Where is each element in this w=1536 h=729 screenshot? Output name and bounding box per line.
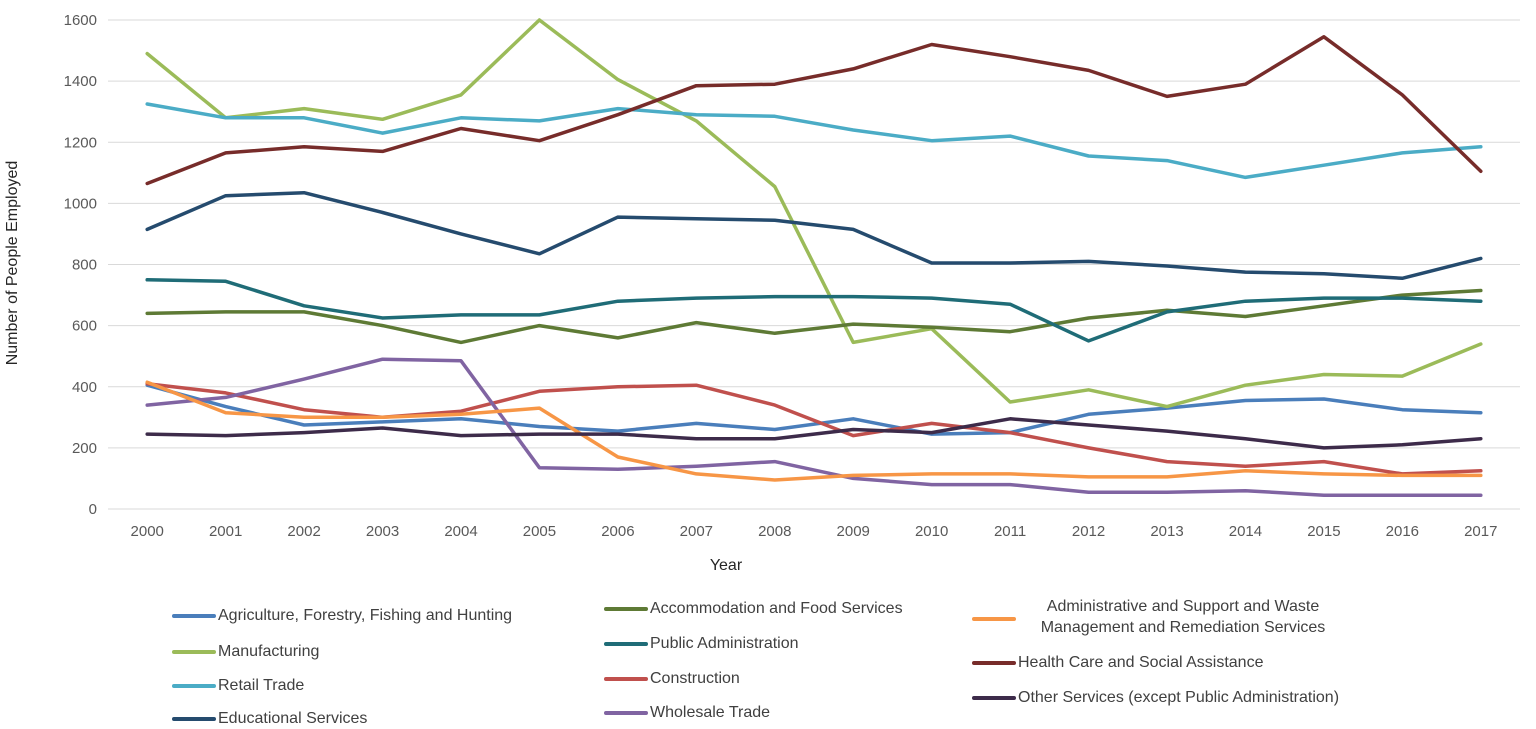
series-line-public-administration bbox=[145, 278, 1483, 343]
x-tick-label: 2015 bbox=[1307, 523, 1340, 540]
y-tick-label: 1400 bbox=[64, 73, 97, 90]
series-line-other-services-except-public-administration bbox=[145, 417, 1483, 450]
x-tick-label: 2006 bbox=[601, 523, 634, 540]
x-tick-label: 2010 bbox=[915, 523, 948, 540]
x-tick-label: 2007 bbox=[680, 523, 713, 540]
series-line-wholesale-trade bbox=[145, 357, 1483, 497]
x-tick-label: 2016 bbox=[1386, 523, 1419, 540]
x-tick-label: 2012 bbox=[1072, 523, 1105, 540]
x-tick-label: 2002 bbox=[287, 523, 320, 540]
series-line-health-care-and-social-assistance bbox=[145, 35, 1483, 186]
series-line-administrative-and-support-and-waste-management-and-remediation-services bbox=[145, 380, 1483, 482]
x-axis-title: Year bbox=[710, 557, 743, 574]
y-tick-label: 600 bbox=[72, 318, 97, 335]
series-line-manufacturing bbox=[145, 18, 1483, 409]
y-tick-label: 800 bbox=[72, 257, 97, 274]
y-tick-label: 1000 bbox=[64, 195, 97, 212]
x-tick-label: 2009 bbox=[837, 523, 870, 540]
x-tick-label: 2003 bbox=[366, 523, 399, 540]
x-tick-label: 2014 bbox=[1229, 523, 1262, 540]
x-tick-label: 2013 bbox=[1150, 523, 1183, 540]
y-tick-label: 400 bbox=[72, 379, 97, 396]
series-lines bbox=[145, 18, 1483, 497]
series-line-agriculture-forestry-fishing-and-hunting bbox=[145, 383, 1483, 436]
y-tick-label: 200 bbox=[72, 440, 97, 457]
y-tick-label: 1600 bbox=[64, 12, 97, 29]
series-line-educational-services bbox=[145, 190, 1483, 281]
x-tick-label: 2011 bbox=[994, 523, 1026, 540]
series-line-retail-trade bbox=[145, 102, 1483, 180]
x-tick-label: 2017 bbox=[1464, 523, 1497, 540]
x-tick-label: 2008 bbox=[758, 523, 791, 540]
x-tick-label: 2005 bbox=[523, 523, 556, 540]
x-tick-label: 2004 bbox=[444, 523, 477, 540]
y-tick-label: 0 bbox=[89, 501, 97, 518]
y-axis-ticks: 0 200 400 600 800 1000 1200 1400 1600 bbox=[64, 12, 97, 518]
x-tick-label: 2000 bbox=[131, 523, 164, 540]
series-line-accommodation-and-food-services bbox=[145, 288, 1483, 345]
x-axis-ticks: 2000 2001 2002 2003 2004 2005 2006 2007 2008 2009… bbox=[131, 523, 1498, 540]
y-axis-title: Number of People Employed bbox=[4, 161, 21, 366]
x-tick-label: 2001 bbox=[209, 523, 242, 540]
y-tick-label: 1200 bbox=[64, 134, 97, 151]
